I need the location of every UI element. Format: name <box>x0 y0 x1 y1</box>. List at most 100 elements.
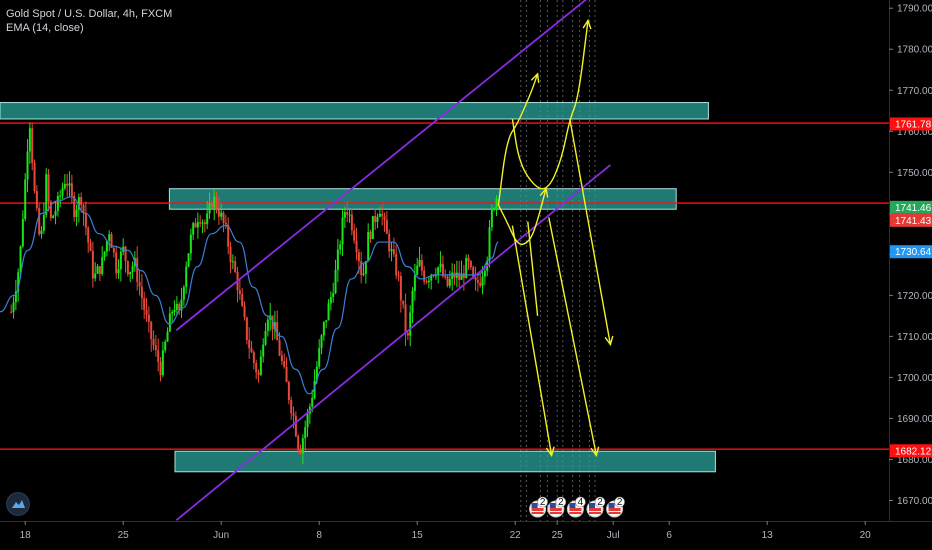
projection-path[interactable] <box>511 20 589 190</box>
candle-body <box>159 361 162 376</box>
candle-body <box>280 355 283 362</box>
candle-body <box>136 258 139 282</box>
zone-rectangle[interactable] <box>174 450 716 473</box>
channel-line[interactable] <box>175 164 611 521</box>
indicator-label[interactable]: EMA (14, close) <box>6 22 84 34</box>
event-badge[interactable]: 4 <box>566 496 586 518</box>
projection-path[interactable] <box>497 188 547 246</box>
candle-body <box>138 281 141 287</box>
x-tick-label: 15 <box>412 530 424 541</box>
candle-body <box>38 208 41 235</box>
candle-body <box>355 240 358 253</box>
projection-path[interactable] <box>548 217 598 456</box>
candle-body <box>213 196 216 208</box>
projection-path[interactable] <box>527 221 539 316</box>
y-tick-label: 1770.00 <box>897 86 932 97</box>
event-count: 2 <box>558 497 564 508</box>
candle-body <box>115 252 118 274</box>
flag-canton <box>608 503 615 508</box>
price-badge-bg <box>890 444 932 458</box>
candle-body <box>220 212 223 217</box>
candle-body <box>126 261 129 275</box>
candle-body <box>252 352 255 363</box>
candle-body <box>479 282 482 286</box>
flag-stripe <box>608 512 621 514</box>
flag-canton <box>549 503 556 508</box>
candle-body <box>264 330 267 345</box>
candle-body <box>194 223 197 228</box>
candle-body <box>399 276 402 301</box>
candle-body <box>117 269 120 274</box>
horizontal-levels[interactable] <box>0 122 889 450</box>
event-badge[interactable]: 2 <box>586 496 606 518</box>
price-badge: 1682.12 <box>890 444 932 458</box>
candle-body <box>35 191 38 209</box>
channel-line[interactable] <box>175 0 588 331</box>
candle-body <box>346 211 349 215</box>
candle-body <box>77 197 80 210</box>
x-tick-label: 25 <box>118 530 130 541</box>
event-badge[interactable]: 2 <box>606 496 625 518</box>
zone-rectangle[interactable] <box>168 188 677 210</box>
flag-canton <box>569 503 576 508</box>
zone-rectangle[interactable] <box>0 102 709 120</box>
event-count-bubble <box>575 496 586 508</box>
projection-path[interactable] <box>569 118 612 345</box>
candle-body <box>332 293 335 298</box>
candle-body <box>343 211 346 218</box>
tradingview-logo[interactable] <box>6 492 30 516</box>
candle-body <box>402 300 405 305</box>
candle-body <box>334 269 337 294</box>
x-tick-label: Jul <box>607 530 620 541</box>
projection-arrows[interactable] <box>497 18 614 457</box>
flag-stripe <box>589 512 601 514</box>
ema-line <box>0 196 499 395</box>
candle-body <box>460 273 463 280</box>
candle-body <box>147 314 150 322</box>
candle-body <box>469 261 472 268</box>
ascending-channel[interactable] <box>175 0 611 521</box>
economic-event-badges[interactable]: 2 2 4 2 2 <box>529 496 625 518</box>
event-badge[interactable]: 2 <box>547 496 567 518</box>
candle-body <box>318 348 321 367</box>
x-tick-label: 25 <box>552 530 564 541</box>
candle-body <box>320 335 323 349</box>
candle-body <box>238 290 241 294</box>
candle-body <box>341 217 344 245</box>
candle-body <box>28 128 31 152</box>
candle-body <box>327 303 330 321</box>
time-axis[interactable]: 18 25 Jun 8 15 22 25 Jul 6 13 20 <box>20 521 872 541</box>
candle-body <box>185 266 188 288</box>
candle-body <box>313 380 316 398</box>
candle-body <box>73 196 76 218</box>
y-tick-label: 1670.00 <box>897 496 932 507</box>
symbol-title[interactable]: Gold Spot / U.S. Dollar, 4h, FXCM <box>6 8 173 20</box>
projection-path[interactable] <box>511 225 553 456</box>
candle-body <box>234 261 237 273</box>
candle-body <box>406 333 409 336</box>
projection-path[interactable] <box>497 73 539 206</box>
candle-body <box>416 265 419 275</box>
candle-body <box>339 244 342 250</box>
candle-body <box>84 212 87 228</box>
candle-body <box>276 322 279 341</box>
candle-body <box>362 273 365 276</box>
candle-body <box>285 366 288 383</box>
support-resistance-zones[interactable] <box>0 102 716 473</box>
x-tick-label: 20 <box>860 530 872 541</box>
candle-body <box>49 201 52 218</box>
candle-body <box>101 257 104 274</box>
price-badges: 1761.78 1741.46 1741.43 1730.64 1682.12 <box>890 117 932 458</box>
x-tick-label: Jun <box>213 530 229 541</box>
event-badge[interactable]: 2 <box>529 496 548 518</box>
candle-body <box>59 195 62 197</box>
candle-body <box>315 366 318 381</box>
y-tick-label: 1710.00 <box>897 332 932 343</box>
flag-stripe <box>549 512 562 514</box>
candle-body <box>189 234 192 254</box>
event-count-bubble <box>594 496 606 508</box>
candle-body <box>187 253 190 267</box>
candle-body <box>483 270 486 277</box>
price-badge-bg <box>890 213 932 227</box>
